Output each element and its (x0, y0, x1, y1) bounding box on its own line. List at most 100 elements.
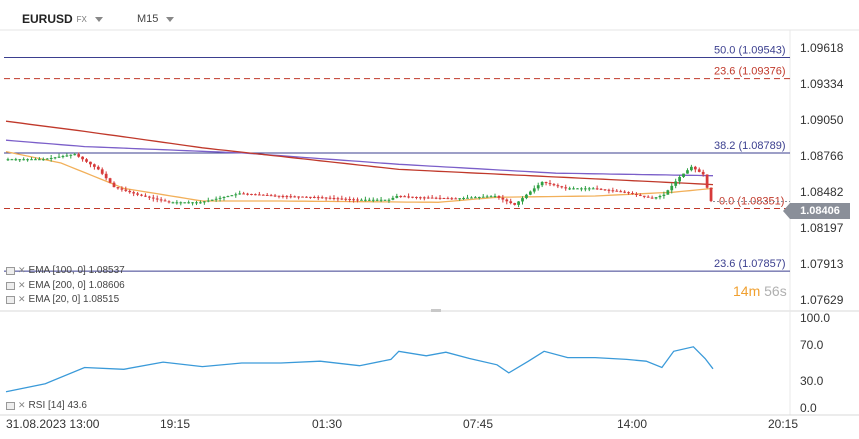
candle-body (199, 202, 202, 204)
candle-body (305, 196, 308, 198)
time-tick-label: 14:00 (617, 417, 647, 431)
symbol-label: EURUSD (22, 12, 73, 26)
candle-body (446, 198, 450, 200)
candle-body (69, 154, 73, 156)
candle-body (163, 200, 167, 202)
candle-body (642, 195, 646, 197)
time-tick-label: 20:15 (768, 417, 798, 431)
candle-body (568, 188, 572, 190)
candle-body (686, 170, 689, 174)
close-icon[interactable]: ✕ (18, 280, 26, 290)
rsi-legend[interactable]: ✕ RSI [14] 43.6 (6, 400, 87, 411)
settings-icon[interactable] (6, 266, 15, 275)
candle-body (57, 156, 61, 158)
ema-legend-200[interactable]: ✕ EMA [200, 0] 1.08606 (6, 280, 125, 291)
candle-body (230, 195, 234, 197)
candle-body (100, 169, 104, 174)
ema-legend-100[interactable]: ✕ EMA [100, 0] 1.08537 (6, 265, 125, 276)
candle-body (564, 187, 568, 189)
candle-body (352, 199, 355, 201)
candle-body (96, 166, 100, 170)
candle-body (576, 188, 579, 190)
candle-body (407, 196, 410, 198)
candle-body (10, 159, 14, 161)
candle-body (678, 176, 681, 182)
candle-body (583, 188, 587, 190)
price-tick-label: 1.08482 (800, 185, 844, 199)
candle-body (485, 196, 489, 198)
candle-body (395, 195, 399, 198)
close-icon[interactable]: ✕ (18, 400, 26, 410)
timeframe-selector[interactable]: M15 (137, 11, 175, 27)
candle-body (599, 188, 603, 190)
candle-body (226, 196, 230, 198)
candle-body (666, 190, 670, 195)
candle-body (422, 197, 426, 199)
candle-body (179, 202, 183, 204)
price-tick-label: 1.07913 (800, 257, 844, 271)
candle-body (195, 202, 198, 204)
candle-body (466, 197, 469, 199)
time-tick-label: 19:15 (160, 417, 190, 431)
candle-body (89, 161, 92, 165)
close-icon[interactable]: ✕ (18, 294, 26, 304)
settings-icon[interactable] (6, 295, 15, 304)
candle-body (202, 201, 206, 203)
candle-body (697, 169, 701, 172)
candle-body (548, 183, 552, 185)
candle-body (434, 197, 438, 199)
candle-body (450, 198, 454, 200)
candle-body (525, 194, 528, 199)
candle-body (167, 201, 171, 203)
candle-body (222, 196, 226, 198)
close-icon[interactable]: ✕ (18, 265, 26, 275)
candle-body (120, 188, 124, 190)
candle-body (607, 189, 611, 191)
candle-body (580, 188, 583, 190)
candle-body (646, 196, 650, 198)
candle-body (367, 199, 371, 201)
price-tick-label: 1.09050 (800, 113, 844, 127)
candle-body (265, 194, 269, 196)
candle-body (38, 159, 41, 161)
candle-body (171, 202, 175, 204)
candle-body (517, 201, 520, 205)
ema-legend-20[interactable]: ✕ EMA [20, 0] 1.08515 (6, 294, 119, 305)
candle-body (462, 198, 465, 199)
candle-body (34, 159, 37, 161)
candle-body (132, 192, 136, 194)
price-tick-label: 1.09334 (800, 77, 844, 91)
candle-body (501, 197, 505, 200)
candle-body (497, 195, 501, 198)
candle-body (81, 156, 84, 160)
settings-icon[interactable] (6, 281, 15, 290)
candle-body (324, 197, 328, 199)
candle-body (682, 173, 685, 177)
candle-body (438, 197, 442, 199)
price-tick-label: 1.08197 (800, 221, 844, 235)
symbol-selector[interactable]: EURUSD FX (22, 11, 103, 27)
candle-body (603, 189, 607, 191)
candle-body (246, 193, 249, 195)
candle-body (175, 202, 179, 204)
time-tick-label: 07:45 (463, 417, 493, 431)
candle-body (328, 197, 332, 199)
candle-body (116, 187, 120, 189)
candle-body (489, 196, 493, 198)
candle-timer: 14m 56s (733, 283, 787, 299)
candle-body (273, 195, 277, 197)
candle-body (183, 202, 187, 204)
candle-body (356, 199, 359, 201)
candle-body (112, 182, 116, 188)
candle-body (391, 197, 395, 200)
settings-icon[interactable] (6, 401, 15, 410)
candle-body (191, 202, 194, 204)
candle-body (560, 186, 564, 188)
candle-body (635, 193, 638, 195)
candle-body (348, 199, 352, 201)
candle-body (128, 190, 132, 193)
candle-body (22, 159, 26, 161)
candle-body (690, 166, 693, 171)
candle-body (371, 199, 375, 201)
